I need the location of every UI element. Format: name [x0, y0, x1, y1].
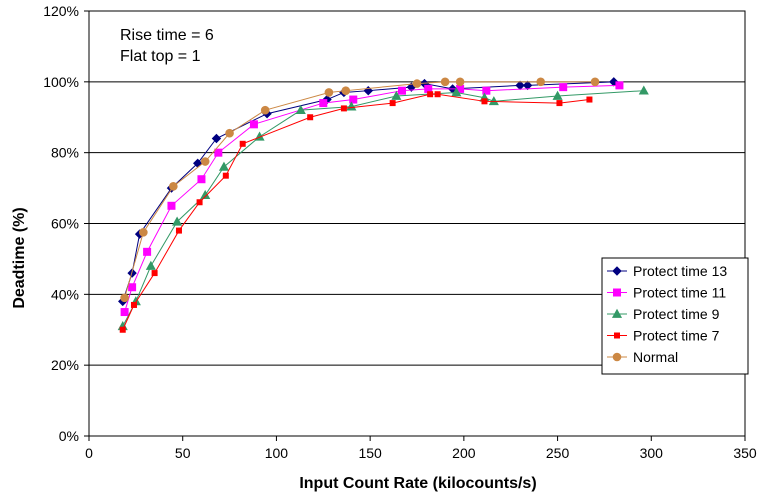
y-tick-label: 120% [43, 3, 79, 19]
data-point [120, 308, 129, 317]
data-point [434, 91, 441, 98]
data-point [482, 86, 491, 95]
data-point [167, 201, 176, 210]
data-point [200, 157, 210, 166]
data-point [559, 83, 568, 92]
x-tick-label: 350 [733, 445, 757, 461]
data-point [139, 228, 148, 237]
data-point [341, 86, 351, 95]
data-point [197, 175, 206, 184]
data-point [391, 90, 402, 100]
data-point [638, 85, 649, 95]
data-point [130, 301, 137, 308]
legend-item: Protect time 13 [607, 263, 727, 279]
data-point [556, 100, 563, 107]
data-point [119, 326, 126, 333]
data-point [175, 227, 182, 234]
data-point [536, 77, 546, 87]
y-tick-label: 40% [51, 286, 79, 302]
data-point [590, 77, 600, 87]
data-point [398, 86, 407, 95]
legend-item: Protect time 11 [607, 285, 726, 301]
legend-marker [613, 288, 621, 297]
data-point [552, 90, 563, 100]
legend-label: Protect time 13 [633, 263, 727, 279]
data-point [169, 182, 178, 191]
x-ticks: 0 50 100 150 200 250 300 350 [85, 436, 757, 461]
x-axis-title: Input Count Rate (kilocounts/s) [299, 475, 536, 492]
x-tick-label: 200 [452, 445, 476, 461]
data-point [214, 148, 223, 157]
data-point [260, 105, 270, 115]
y-axis-title: Deadtime (%) [11, 207, 28, 308]
legend-item: Protect time 9 [607, 306, 720, 322]
x-tick-label: 300 [640, 445, 664, 461]
data-point [225, 128, 234, 138]
x-tick-label: 250 [546, 445, 570, 461]
data-point [222, 172, 229, 179]
data-point [120, 293, 129, 303]
y-tick-label: 20% [51, 357, 79, 373]
x-tick-label: 150 [358, 445, 382, 461]
data-point [340, 105, 347, 112]
data-point [249, 120, 258, 129]
x-tick-label: 100 [265, 445, 289, 461]
data-point [586, 96, 593, 103]
y-tick-labels: 0% 20% 40% 60% 80% 100% 120% [43, 3, 89, 444]
data-point [488, 96, 499, 106]
data-point [412, 79, 422, 88]
data-point [522, 80, 533, 91]
legend-item: Normal [607, 349, 678, 365]
legend-marker [612, 352, 622, 362]
data-point [427, 91, 434, 98]
x-tick-label: 0 [85, 445, 93, 461]
annotation-flat-top: Flat top = 1 [120, 48, 201, 65]
data-point [319, 99, 328, 108]
legend-item: Protect time 7 [607, 328, 720, 344]
x-tick-label: 50 [175, 445, 191, 461]
data-point [451, 87, 462, 97]
legend-label: Normal [633, 349, 678, 365]
legend-label: Protect time 7 [633, 328, 720, 344]
y-tick-label: 60% [51, 216, 79, 232]
legend-marker [612, 266, 622, 276]
data-point [196, 199, 203, 206]
data-point [389, 100, 396, 107]
data-point [145, 260, 156, 270]
series-normal [120, 77, 600, 303]
legend-marker [611, 308, 623, 318]
data-point [440, 77, 450, 87]
data-point [615, 81, 624, 90]
data-point [151, 270, 158, 277]
legend-marker [614, 332, 620, 339]
legend-box [601, 257, 749, 375]
data-point [239, 140, 246, 147]
series-protect-time-11 [120, 81, 624, 317]
data-point [172, 216, 183, 226]
data-point [324, 88, 334, 97]
legend: Protect time 13 Protect time 11 Protect ti… [601, 257, 749, 375]
data-point [349, 95, 358, 104]
data-point [143, 247, 152, 256]
legend-label: Protect time 11 [633, 285, 726, 301]
y-tick-label: 100% [43, 74, 79, 90]
data-point [211, 133, 222, 144]
data-point [218, 161, 229, 171]
legend-label: Protect time 9 [633, 306, 720, 322]
annotation-rise-time: Rise time = 6 [120, 27, 214, 44]
data-point [295, 104, 306, 115]
data-point [481, 98, 488, 105]
data-point [128, 283, 137, 292]
data-point [307, 114, 314, 121]
y-tick-label: 80% [51, 145, 79, 161]
series-protect-time-7 [119, 91, 593, 333]
plot-area-border [88, 10, 746, 437]
data-point [455, 77, 465, 87]
series-layer [117, 77, 649, 333]
y-tick-label: 0% [59, 428, 79, 444]
